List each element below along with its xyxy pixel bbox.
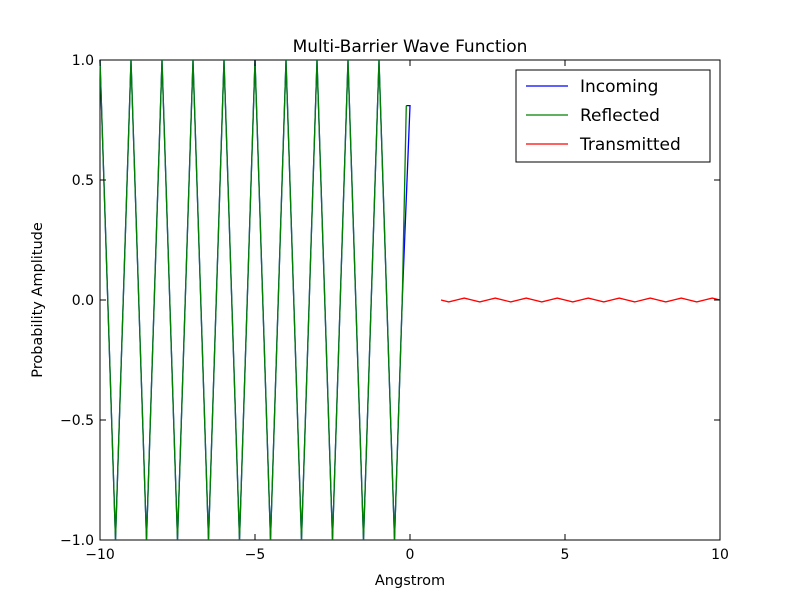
legend-label-incoming: Incoming xyxy=(580,77,658,97)
x-tick-label: 5 xyxy=(561,547,570,563)
legend-items: Incoming Reflected Transmitted xyxy=(526,77,681,155)
legend-label-transmitted: Transmitted xyxy=(579,135,681,155)
x-tick-label: −10 xyxy=(85,547,115,563)
legend-box xyxy=(515,69,711,163)
y-tick-label: 1.0 xyxy=(72,53,94,69)
legend: Incoming Reflected Transmitted xyxy=(515,69,711,163)
series-line-transmitted xyxy=(440,297,721,303)
y-tick-label: 0.0 xyxy=(72,293,94,309)
y-tick-label: −1.0 xyxy=(60,533,94,549)
legend-label-reflected: Reflected xyxy=(580,106,660,126)
y-tick-label: 0.5 xyxy=(72,173,94,189)
y-axis-title: Probability Amplitude xyxy=(30,222,46,378)
x-tick-label: 10 xyxy=(711,547,729,563)
y-tick-label: −0.5 xyxy=(60,413,94,429)
x-tick-label: −5 xyxy=(245,547,266,563)
ticks-layer xyxy=(99,59,721,541)
chart-title: Multi-Barrier Wave Function xyxy=(293,37,528,57)
x-axis-title: Angstrom xyxy=(375,573,445,589)
x-tick-label: 0 xyxy=(406,547,415,563)
tick-labels: −10 −5 0 5 10 −1.0 −0.5 0.0 0.5 1.0 xyxy=(60,53,729,563)
